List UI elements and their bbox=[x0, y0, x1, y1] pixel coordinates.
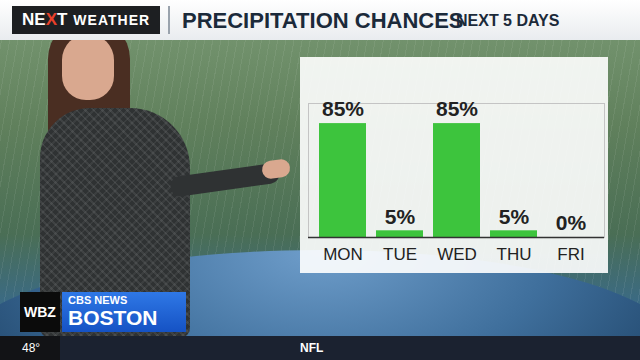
html-text:WBZ: WBZ bbox=[24, 304, 56, 320]
svg-text:FRI: FRI bbox=[557, 245, 584, 264]
svg-text:MON: MON bbox=[323, 245, 363, 264]
html-text:NEXT 5 DAYS: NEXT 5 DAYS bbox=[456, 12, 560, 29]
svg-text:85%: 85% bbox=[436, 97, 478, 120]
svg-text:0%: 0% bbox=[556, 211, 587, 234]
svg-text:5%: 5% bbox=[385, 205, 416, 228]
html-text:CBS NEWS: CBS NEWS bbox=[68, 294, 128, 306]
svg-text:THU: THU bbox=[497, 245, 532, 264]
html-text:48°: 48° bbox=[22, 341, 41, 355]
html-text:NFL: NFL bbox=[300, 341, 324, 355]
svg-text:WED: WED bbox=[437, 245, 477, 264]
svg-text:5%: 5% bbox=[499, 205, 530, 228]
html-text:PRECIPITATION CHANCES: PRECIPITATION CHANCES bbox=[182, 8, 464, 33]
svg-text:TUE: TUE bbox=[383, 245, 417, 264]
svg-text:85%: 85% bbox=[322, 97, 364, 120]
html-text:N E X T WEATHER: N E X T WEATHER bbox=[22, 10, 151, 29]
html-text:BOSTON: BOSTON bbox=[68, 306, 158, 329]
